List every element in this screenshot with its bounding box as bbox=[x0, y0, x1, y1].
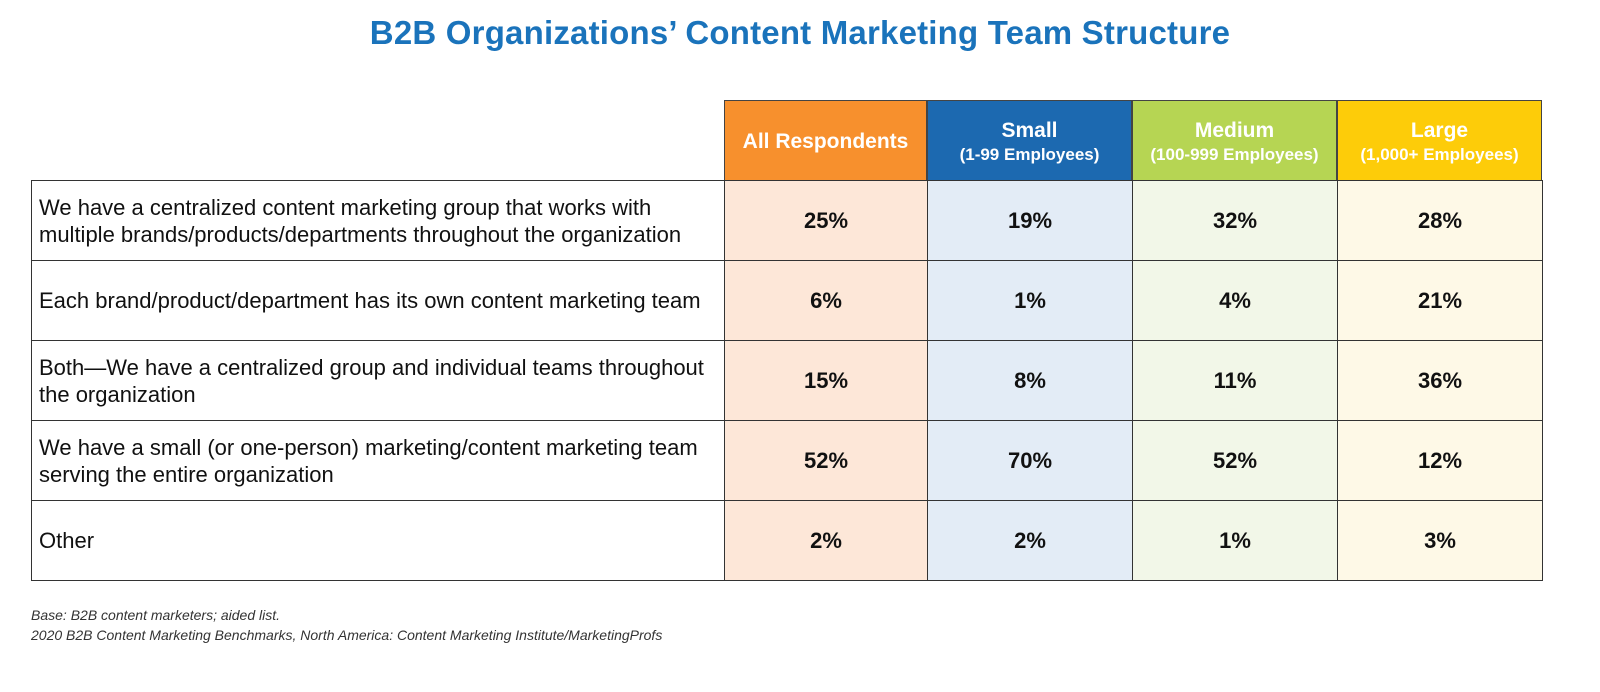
table-cell-value: 2% bbox=[724, 500, 928, 581]
table-cell-value: 25% bbox=[724, 180, 928, 261]
row-label: We have a centralized content marketing … bbox=[31, 180, 725, 261]
column-header-title: Large bbox=[1410, 119, 1469, 142]
column-header-medium: Medium (100-999 Employees) bbox=[1132, 100, 1337, 184]
data-table: All Respondents Small (1-99 Employees) Medi… bbox=[31, 100, 1573, 590]
table-cell-value: 4% bbox=[1132, 260, 1338, 341]
row-label: Each brand/product/department has its ow… bbox=[31, 260, 725, 341]
chart-title: B2B Organizations’ Content Marketing Tea… bbox=[369, 14, 1231, 51]
column-header-subtitle: (1,000+ Employees) bbox=[1360, 145, 1519, 164]
table-cell-value: 6% bbox=[724, 260, 928, 341]
column-header-large: Large (1,000+ Employees) bbox=[1337, 100, 1542, 184]
table-cell-value: 1% bbox=[1132, 500, 1338, 581]
column-header-small: Small (1-99 Employees) bbox=[927, 100, 1132, 184]
table-cell-value: 70% bbox=[927, 420, 1133, 501]
table-cell-value: 21% bbox=[1337, 260, 1543, 341]
footnote-source: 2020 B2B Content Marketing Benchmarks, N… bbox=[31, 627, 663, 643]
table-cell-value: 8% bbox=[927, 340, 1133, 421]
table-cell-value: 19% bbox=[927, 180, 1133, 261]
table-cell-value: 3% bbox=[1337, 500, 1543, 581]
table-cell-value: 2% bbox=[927, 500, 1133, 581]
table-cell-value: 52% bbox=[1132, 420, 1338, 501]
table-cell-value: 1% bbox=[927, 260, 1133, 341]
column-header-title: All Respondents bbox=[742, 130, 909, 153]
footnote-base: Base: B2B content marketers; aided list. bbox=[31, 607, 281, 623]
column-header-title: Medium bbox=[1194, 119, 1275, 142]
column-header-all-respondents: All Respondents bbox=[724, 100, 927, 184]
table-cell-value: 12% bbox=[1337, 420, 1543, 501]
table-cell-value: 52% bbox=[724, 420, 928, 501]
row-label: Both—We have a centralized group and ind… bbox=[31, 340, 725, 421]
row-label: Other bbox=[31, 500, 725, 581]
table-cell-value: 36% bbox=[1337, 340, 1543, 421]
table-cell-value: 11% bbox=[1132, 340, 1338, 421]
column-header-subtitle: (1-99 Employees) bbox=[959, 145, 1100, 164]
column-header-title: Small bbox=[1001, 119, 1058, 142]
row-label: We have a small (or one-person) marketin… bbox=[31, 420, 725, 501]
column-header-subtitle: (100-999 Employees) bbox=[1150, 145, 1319, 164]
table-cell-value: 15% bbox=[724, 340, 928, 421]
table-cell-value: 32% bbox=[1132, 180, 1338, 261]
table-cell-value: 28% bbox=[1337, 180, 1543, 261]
